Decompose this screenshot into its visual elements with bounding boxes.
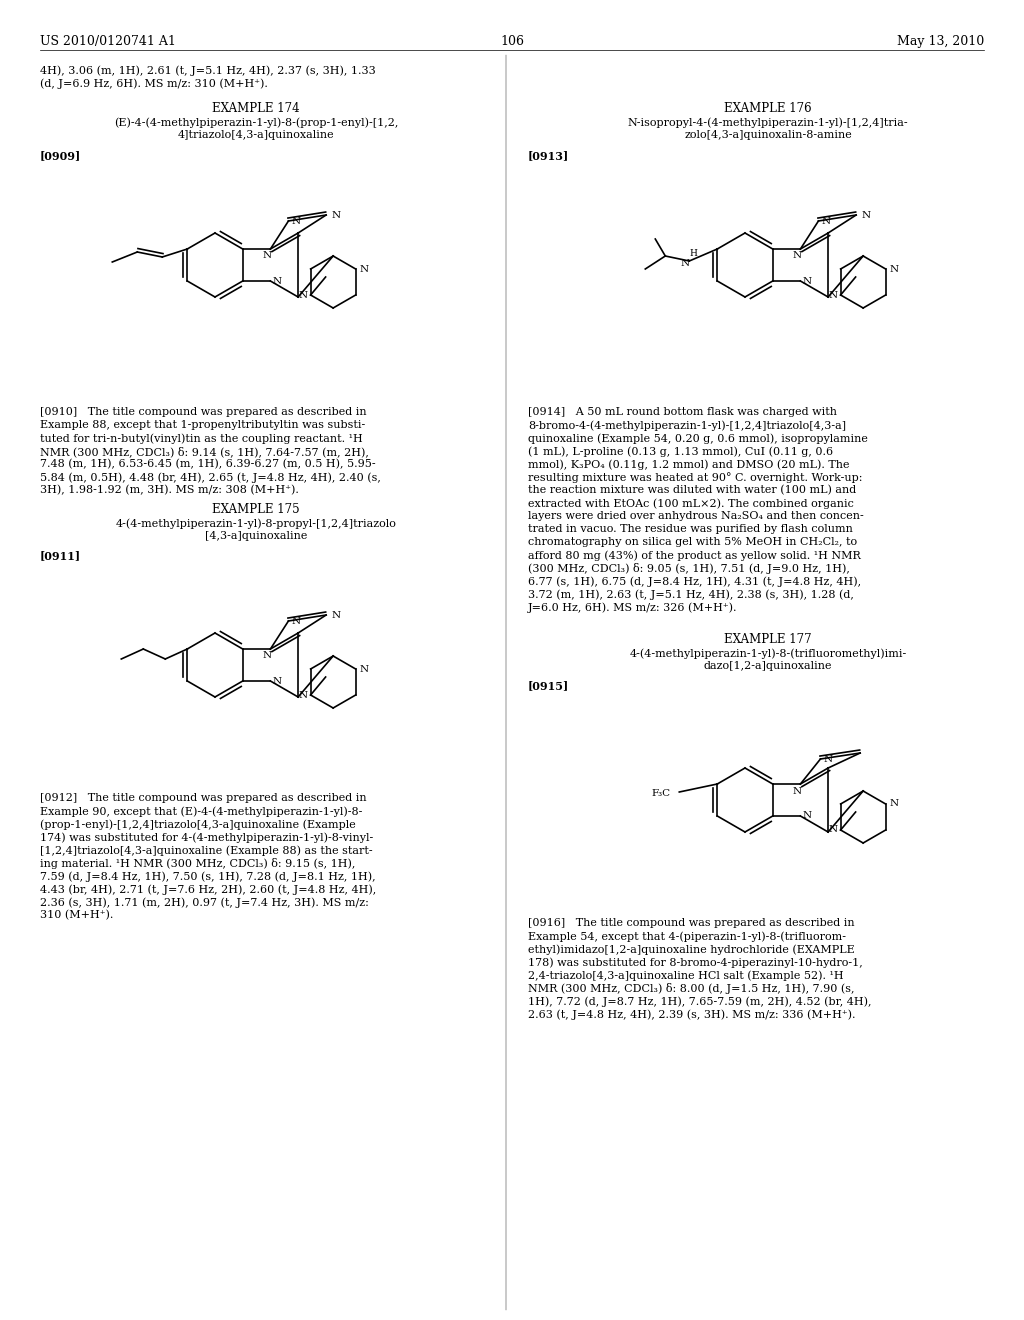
Text: NMR (300 MHz, CDCl₃) δ: 9.14 (s, 1H), 7.64-7.57 (m, 2H),: NMR (300 MHz, CDCl₃) δ: 9.14 (s, 1H), 7.…: [40, 446, 369, 457]
Text: [4,3-a]quinoxaline: [4,3-a]quinoxaline: [205, 531, 307, 541]
Text: 2.36 (s, 3H), 1.71 (m, 2H), 0.97 (t, J=7.4 Hz, 3H). MS m/z:: 2.36 (s, 3H), 1.71 (m, 2H), 0.97 (t, J=7…: [40, 898, 369, 908]
Text: 4-(4-methylpiperazin-1-yl)-8-propyl-[1,2,4]triazolo: 4-(4-methylpiperazin-1-yl)-8-propyl-[1,2…: [116, 517, 396, 528]
Text: H: H: [689, 249, 697, 259]
Text: N: N: [822, 216, 831, 226]
Text: N-isopropyl-4-(4-methylpiperazin-1-yl)-[1,2,4]tria-: N-isopropyl-4-(4-methylpiperazin-1-yl)-[…: [628, 117, 908, 128]
Text: afford 80 mg (43%) of the product as yellow solid. ¹H NMR: afford 80 mg (43%) of the product as yel…: [528, 550, 861, 561]
Text: 3.72 (m, 1H), 2.63 (t, J=5.1 Hz, 4H), 2.38 (s, 3H), 1.28 (d,: 3.72 (m, 1H), 2.63 (t, J=5.1 Hz, 4H), 2.…: [528, 589, 854, 599]
Text: layers were dried over anhydrous Na₂SO₄ and then concen-: layers were dried over anhydrous Na₂SO₄ …: [528, 511, 864, 521]
Text: [0913]: [0913]: [528, 150, 569, 161]
Text: 106: 106: [500, 36, 524, 48]
Text: (E)-4-(4-methylpiperazin-1-yl)-8-(prop-1-enyl)-[1,2,: (E)-4-(4-methylpiperazin-1-yl)-8-(prop-1…: [114, 117, 398, 128]
Text: N: N: [793, 252, 802, 260]
Text: [1,2,4]triazolo[4,3-a]quinoxaline (Example 88) as the start-: [1,2,4]triazolo[4,3-a]quinoxaline (Examp…: [40, 845, 373, 855]
Text: N: N: [828, 290, 838, 300]
Text: N: N: [272, 276, 282, 285]
Text: N: N: [803, 812, 812, 821]
Text: chromatography on silica gel with 5% MeOH in CH₂Cl₂, to: chromatography on silica gel with 5% MeO…: [528, 537, 857, 546]
Text: ing material. ¹H NMR (300 MHz, CDCl₃) δ: 9.15 (s, 1H),: ing material. ¹H NMR (300 MHz, CDCl₃) δ:…: [40, 858, 355, 869]
Text: N: N: [292, 216, 301, 226]
Text: May 13, 2010: May 13, 2010: [897, 36, 984, 48]
Text: tuted for tri-n-butyl(vinyl)tin as the coupling reactant. ¹H: tuted for tri-n-butyl(vinyl)tin as the c…: [40, 433, 362, 444]
Text: extracted with EtOAc (100 mL×2). The combined organic: extracted with EtOAc (100 mL×2). The com…: [528, 498, 854, 508]
Text: N: N: [359, 664, 369, 673]
Text: N: N: [824, 755, 833, 763]
Text: N: N: [793, 787, 802, 796]
Text: EXAMPLE 174: EXAMPLE 174: [212, 102, 300, 115]
Text: ethyl)imidazo[1,2-a]quinoxaline hydrochloride (EXAMPLE: ethyl)imidazo[1,2-a]quinoxaline hydrochl…: [528, 944, 855, 954]
Text: trated in vacuo. The residue was purified by flash column: trated in vacuo. The residue was purifie…: [528, 524, 853, 535]
Text: quinoxaline (Example 54, 0.20 g, 0.6 mmol), isopropylamine: quinoxaline (Example 54, 0.20 g, 0.6 mmo…: [528, 433, 868, 444]
Text: (d, J=6.9 Hz, 6H). MS m/z: 310 (M+H⁺).: (d, J=6.9 Hz, 6H). MS m/z: 310 (M+H⁺).: [40, 78, 268, 88]
Text: dazo[1,2-a]quinoxaline: dazo[1,2-a]quinoxaline: [703, 661, 833, 671]
Text: resulting mixture was heated at 90° C. overnight. Work-up:: resulting mixture was heated at 90° C. o…: [528, 473, 862, 483]
Text: (1 mL), L-proline (0.13 g, 1.13 mmol), CuI (0.11 g, 0.6: (1 mL), L-proline (0.13 g, 1.13 mmol), C…: [528, 446, 834, 457]
Text: [0914]   A 50 mL round bottom flask was charged with: [0914] A 50 mL round bottom flask was ch…: [528, 407, 837, 417]
Text: N: N: [332, 210, 341, 219]
Text: [0910]   The title compound was prepared as described in: [0910] The title compound was prepared a…: [40, 407, 367, 417]
Text: US 2010/0120741 A1: US 2010/0120741 A1: [40, 36, 176, 48]
Text: N: N: [332, 610, 341, 619]
Text: 8-bromo-4-(4-methylpiperazin-1-yl)-[1,2,4]triazolo[4,3-a]: 8-bromo-4-(4-methylpiperazin-1-yl)-[1,2,…: [528, 420, 846, 430]
Text: Example 88, except that 1-propenyltributyltin was substi-: Example 88, except that 1-propenyltribut…: [40, 420, 366, 430]
Text: 4.43 (br, 4H), 2.71 (t, J=7.6 Hz, 2H), 2.60 (t, J=4.8 Hz, 4H),: 4.43 (br, 4H), 2.71 (t, J=7.6 Hz, 2H), 2…: [40, 884, 376, 895]
Text: N: N: [292, 616, 301, 626]
Text: 6.77 (s, 1H), 6.75 (d, J=8.4 Hz, 1H), 4.31 (t, J=4.8 Hz, 4H),: 6.77 (s, 1H), 6.75 (d, J=8.4 Hz, 1H), 4.…: [528, 576, 861, 586]
Text: 4-(4-methylpiperazin-1-yl)-8-(trifluoromethyl)imi-: 4-(4-methylpiperazin-1-yl)-8-(trifluorom…: [630, 648, 906, 659]
Text: [0916]   The title compound was prepared as described in: [0916] The title compound was prepared a…: [528, 917, 855, 928]
Text: 7.48 (m, 1H), 6.53-6.45 (m, 1H), 6.39-6.27 (m, 0.5 H), 5.95-: 7.48 (m, 1H), 6.53-6.45 (m, 1H), 6.39-6.…: [40, 459, 376, 470]
Text: N: N: [889, 800, 898, 808]
Text: 4H), 3.06 (m, 1H), 2.61 (t, J=5.1 Hz, 4H), 2.37 (s, 3H), 1.33: 4H), 3.06 (m, 1H), 2.61 (t, J=5.1 Hz, 4H…: [40, 65, 376, 75]
Text: EXAMPLE 177: EXAMPLE 177: [724, 634, 812, 645]
Text: N: N: [889, 264, 898, 273]
Text: N: N: [359, 264, 369, 273]
Text: [0915]: [0915]: [528, 680, 569, 690]
Text: 310 (M+H⁺).: 310 (M+H⁺).: [40, 909, 114, 920]
Text: [0911]: [0911]: [40, 550, 81, 561]
Text: N: N: [861, 210, 870, 219]
Text: [0912]   The title compound was prepared as described in: [0912] The title compound was prepared a…: [40, 793, 367, 803]
Text: the reaction mixture was diluted with water (100 mL) and: the reaction mixture was diluted with wa…: [528, 484, 856, 495]
Text: N: N: [803, 276, 812, 285]
Text: N: N: [828, 825, 838, 834]
Text: 174) was substituted for 4-(4-methylpiperazin-1-yl)-8-vinyl-: 174) was substituted for 4-(4-methylpipe…: [40, 832, 374, 842]
Text: EXAMPLE 176: EXAMPLE 176: [724, 102, 812, 115]
Text: (prop-1-enyl)-[1,2,4]triazolo[4,3-a]quinoxaline (Example: (prop-1-enyl)-[1,2,4]triazolo[4,3-a]quin…: [40, 818, 355, 829]
Text: 7.59 (d, J=8.4 Hz, 1H), 7.50 (s, 1H), 7.28 (d, J=8.1 Hz, 1H),: 7.59 (d, J=8.4 Hz, 1H), 7.50 (s, 1H), 7.…: [40, 871, 376, 882]
Text: 5.84 (m, 0.5H), 4.48 (br, 4H), 2.65 (t, J=4.8 Hz, 4H), 2.40 (s,: 5.84 (m, 0.5H), 4.48 (br, 4H), 2.65 (t, …: [40, 473, 381, 483]
Text: N: N: [298, 290, 307, 300]
Text: 4]triazolo[4,3-a]quinoxaline: 4]triazolo[4,3-a]quinoxaline: [178, 129, 334, 140]
Text: 2.63 (t, J=4.8 Hz, 4H), 2.39 (s, 3H). MS m/z: 336 (M+H⁺).: 2.63 (t, J=4.8 Hz, 4H), 2.39 (s, 3H). MS…: [528, 1008, 855, 1019]
Text: N: N: [272, 676, 282, 685]
Text: 2,4-triazolo[4,3-a]quinoxaline HCl salt (Example 52). ¹H: 2,4-triazolo[4,3-a]quinoxaline HCl salt …: [528, 970, 844, 981]
Text: 178) was substituted for 8-bromo-4-piperazinyl-10-hydro-1,: 178) was substituted for 8-bromo-4-piper…: [528, 957, 863, 968]
Text: F₃C: F₃C: [651, 789, 671, 799]
Text: J=6.0 Hz, 6H). MS m/z: 326 (M+H⁺).: J=6.0 Hz, 6H). MS m/z: 326 (M+H⁺).: [528, 602, 737, 612]
Text: N: N: [298, 690, 307, 700]
Text: [0909]: [0909]: [40, 150, 81, 161]
Text: 3H), 1.98-1.92 (m, 3H). MS m/z: 308 (M+H⁺).: 3H), 1.98-1.92 (m, 3H). MS m/z: 308 (M+H…: [40, 484, 299, 495]
Text: N: N: [263, 652, 272, 660]
Text: N: N: [681, 260, 690, 268]
Text: Example 54, except that 4-(piperazin-1-yl)-8-(trifluorom-: Example 54, except that 4-(piperazin-1-y…: [528, 931, 846, 941]
Text: 1H), 7.72 (d, J=8.7 Hz, 1H), 7.65-7.59 (m, 2H), 4.52 (br, 4H),: 1H), 7.72 (d, J=8.7 Hz, 1H), 7.65-7.59 (…: [528, 997, 871, 1007]
Text: NMR (300 MHz, CDCl₃) δ: 8.00 (d, J=1.5 Hz, 1H), 7.90 (s,: NMR (300 MHz, CDCl₃) δ: 8.00 (d, J=1.5 H…: [528, 983, 854, 994]
Text: EXAMPLE 175: EXAMPLE 175: [212, 503, 300, 516]
Text: N: N: [263, 252, 272, 260]
Text: mmol), K₃PO₄ (0.11g, 1.2 mmol) and DMSO (20 mL). The: mmol), K₃PO₄ (0.11g, 1.2 mmol) and DMSO …: [528, 459, 850, 470]
Text: Example 90, except that (E)-4-(4-methylpiperazin-1-yl)-8-: Example 90, except that (E)-4-(4-methylp…: [40, 807, 362, 817]
Text: zolo[4,3-a]quinoxalin-8-amine: zolo[4,3-a]quinoxalin-8-amine: [684, 129, 852, 140]
Text: (300 MHz, CDCl₃) δ: 9.05 (s, 1H), 7.51 (d, J=9.0 Hz, 1H),: (300 MHz, CDCl₃) δ: 9.05 (s, 1H), 7.51 (…: [528, 564, 850, 574]
